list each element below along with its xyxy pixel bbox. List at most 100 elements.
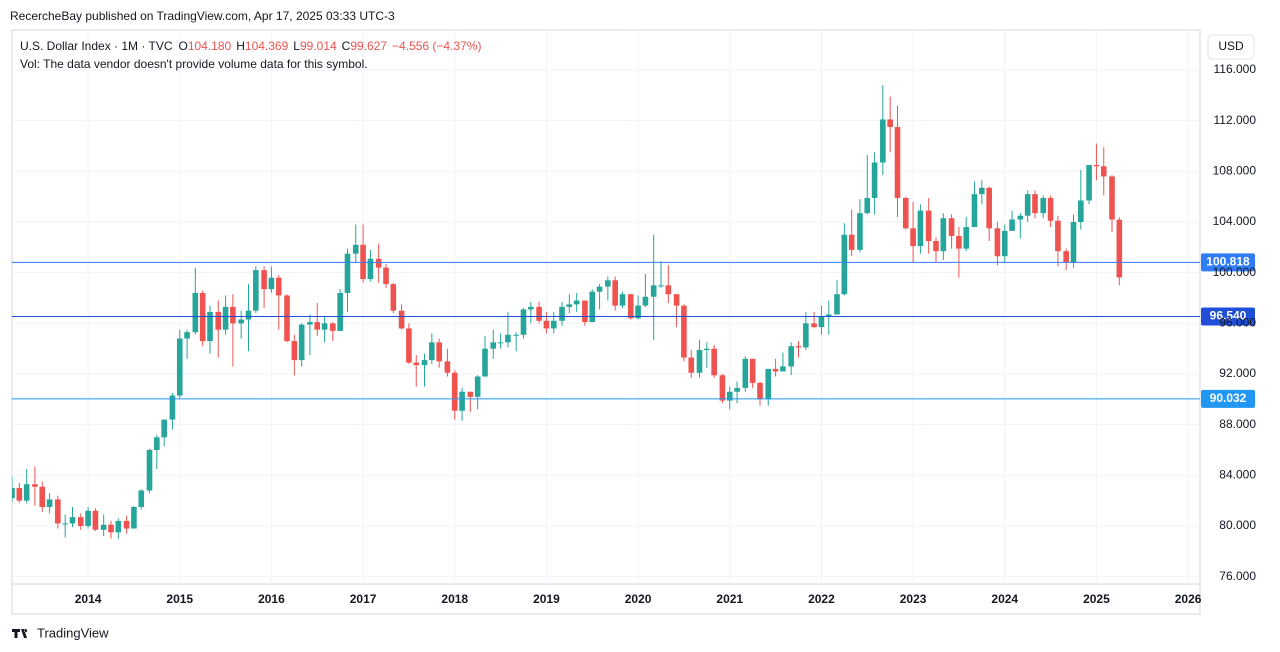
candle-body bbox=[566, 304, 573, 307]
published-line: RecercheBay published on TradingView.com… bbox=[10, 9, 395, 23]
candle-body bbox=[298, 324, 305, 361]
volume-note: Vol: The data vendor doesn't provide vol… bbox=[20, 57, 368, 71]
candle-body bbox=[1009, 219, 1015, 231]
candle-body bbox=[894, 127, 901, 198]
candle-body bbox=[635, 305, 641, 319]
candle-body bbox=[971, 194, 978, 228]
candle-body bbox=[956, 235, 962, 249]
candle-body bbox=[550, 320, 557, 329]
candle-body bbox=[1116, 219, 1123, 278]
candle-body bbox=[871, 162, 878, 198]
candle-body bbox=[749, 358, 756, 383]
candle-body bbox=[1109, 176, 1115, 220]
candle-body bbox=[467, 391, 474, 397]
currency-box[interactable] bbox=[1207, 34, 1255, 60]
candle-body bbox=[902, 197, 909, 229]
candle-body bbox=[811, 323, 817, 328]
candle-body bbox=[979, 187, 985, 195]
candle-body bbox=[795, 346, 802, 348]
candle-body bbox=[704, 348, 710, 350]
y-tick-label: 84.000 bbox=[1219, 467, 1256, 481]
grid bbox=[12, 30, 1200, 584]
candle-body bbox=[284, 295, 290, 342]
y-tick-label: 96.000 bbox=[1219, 316, 1256, 330]
candle-body bbox=[513, 334, 519, 336]
candle-body bbox=[1047, 197, 1054, 221]
candle-body bbox=[176, 338, 183, 396]
candle-body bbox=[154, 437, 160, 450]
candle-body bbox=[330, 323, 336, 331]
candle-body bbox=[887, 119, 893, 128]
candle-body bbox=[627, 294, 634, 319]
candle-body bbox=[1040, 197, 1047, 214]
candle-body bbox=[505, 334, 511, 343]
candle-body bbox=[12, 487, 15, 499]
candle-body bbox=[986, 187, 992, 229]
candle-body bbox=[337, 292, 343, 331]
candle-body bbox=[146, 449, 153, 491]
candle-body bbox=[192, 292, 199, 333]
candle-body bbox=[573, 300, 580, 305]
candle-body bbox=[734, 387, 740, 392]
candle-body bbox=[948, 218, 955, 236]
candle-body bbox=[375, 258, 382, 268]
candle-body bbox=[46, 499, 53, 507]
candle-body bbox=[261, 270, 267, 290]
y-tick-label: 112.000 bbox=[1214, 113, 1257, 127]
legend-change: −4.556 (−4.37%) bbox=[392, 39, 481, 53]
candle-body bbox=[314, 322, 321, 330]
candle-body bbox=[520, 309, 527, 335]
candle-body bbox=[169, 395, 176, 420]
candle-body bbox=[1100, 166, 1107, 177]
legend-value: 104.369 bbox=[245, 39, 289, 53]
candle-body bbox=[69, 517, 76, 524]
candle-body bbox=[138, 490, 145, 507]
level-tag bbox=[1201, 307, 1255, 326]
candle-body bbox=[268, 277, 275, 290]
candle-body bbox=[123, 520, 130, 529]
candle-body bbox=[39, 486, 46, 507]
x-tick-label: 2025 bbox=[1083, 592, 1110, 606]
candle-body bbox=[55, 499, 61, 524]
candle-body bbox=[788, 346, 794, 367]
x-tick-label: 2026 bbox=[1175, 592, 1202, 606]
candle-body bbox=[222, 306, 229, 330]
logo bbox=[12, 629, 28, 638]
candle-body bbox=[582, 300, 588, 323]
candle-body bbox=[490, 342, 497, 349]
candle-body bbox=[726, 391, 733, 401]
candle-body bbox=[1017, 215, 1024, 220]
candles bbox=[12, 85, 1123, 539]
candle-body bbox=[1093, 165, 1100, 167]
candle-body bbox=[765, 368, 772, 400]
y-tick-label: 80.000 bbox=[1219, 518, 1256, 532]
candle-body bbox=[1070, 222, 1077, 263]
candle-body bbox=[742, 358, 749, 388]
candle-body bbox=[92, 510, 99, 530]
candle-body bbox=[451, 372, 458, 411]
level-tag bbox=[1201, 389, 1255, 408]
candle-body bbox=[413, 362, 420, 366]
candle-body bbox=[85, 510, 91, 526]
x-tick-label: 2024 bbox=[991, 592, 1018, 606]
candle-body bbox=[429, 342, 435, 361]
candle-body bbox=[436, 342, 442, 362]
candle-body bbox=[757, 382, 763, 400]
candle-body bbox=[681, 305, 687, 358]
currency[interactable]: USD bbox=[1218, 39, 1244, 53]
candle-body bbox=[696, 349, 703, 373]
candle-body bbox=[933, 241, 939, 252]
candle-body bbox=[474, 376, 481, 397]
candle-body bbox=[917, 210, 924, 247]
candle-body bbox=[772, 368, 779, 372]
candle-body bbox=[1032, 194, 1038, 214]
candle-body bbox=[352, 244, 359, 254]
candle-body bbox=[612, 280, 618, 306]
candle-body bbox=[62, 523, 68, 525]
candle-body bbox=[543, 320, 550, 329]
candle-body bbox=[605, 280, 611, 287]
brand: TradingView bbox=[37, 625, 109, 640]
candle-body bbox=[880, 119, 886, 163]
candle-body bbox=[108, 524, 114, 533]
